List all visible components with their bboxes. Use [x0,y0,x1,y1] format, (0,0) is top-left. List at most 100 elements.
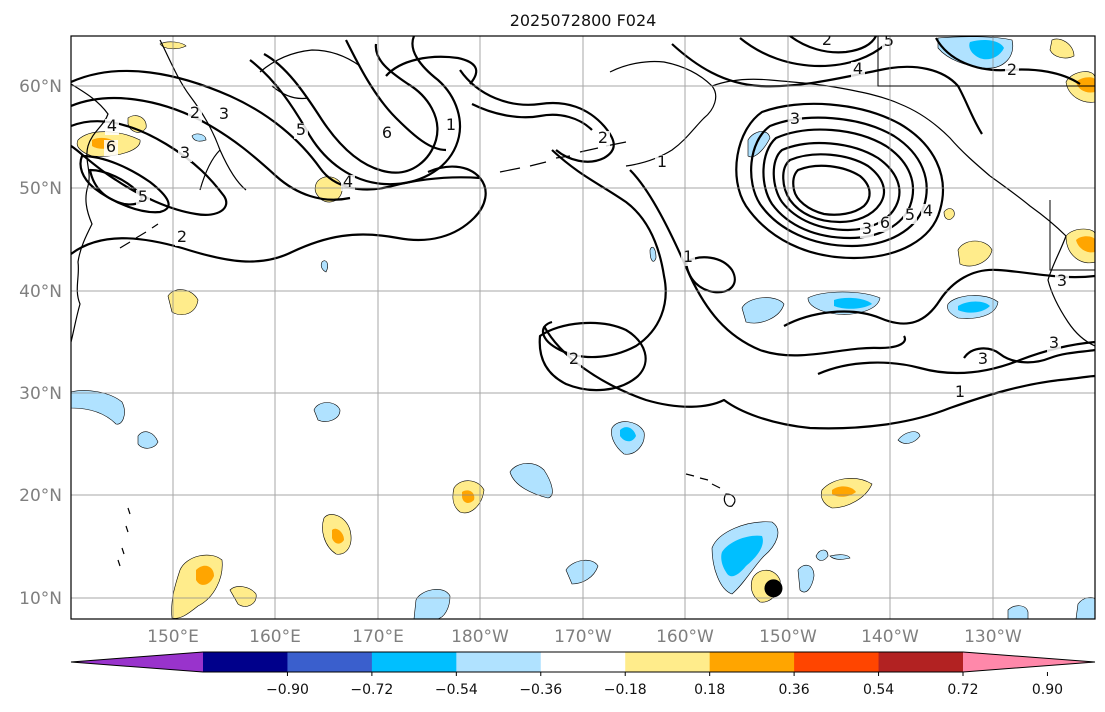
contour-label: 5 [138,187,148,206]
positive-patch [957,240,993,267]
mariana-islands [117,507,131,567]
lon-label: 170°W [554,627,612,647]
contour-label-bg [188,106,202,122]
negative-patch [1007,605,1029,619]
contour-label-bg [976,352,990,368]
contour-label-bg [567,352,581,368]
negative-patch [829,554,851,560]
positive-patch [943,208,955,220]
contour-label: 1 [683,247,693,266]
lat-label: 60°N [19,77,62,97]
contour-label-bg [1047,336,1061,352]
contour-label: 2 [177,227,187,246]
lon-label: 130°W [964,627,1022,647]
contour-label: 3 [862,219,872,238]
contour-label: 6 [880,213,890,232]
contour-label: 3 [790,109,800,128]
colorbar-tick-label: 0.72 [947,682,978,698]
positive-patch-core [1076,236,1095,253]
lat-label: 50°N [19,179,62,199]
contour-label-bg [788,112,802,128]
contour-western-ring-4 [79,154,170,214]
contour-two-east [783,268,1095,327]
coastlines [71,39,1095,567]
colorbar-segment [878,652,964,672]
kuril-islands [119,223,159,249]
colorbar-tick-label: 0.54 [863,682,894,698]
figure-title: 2025072800 F024 [510,11,657,30]
hawaii-islands [685,473,736,507]
colorbar-tick-label: −0.18 [604,682,647,698]
contour-label-bg [136,190,150,206]
lon-label: 170°E [352,627,404,647]
negative-patch [741,297,785,324]
lon-label: 160°W [656,627,714,647]
contour-label: 5 [905,205,915,224]
contour-central-ridge [459,69,615,163]
negative-patch-core [969,40,1004,60]
contour-western-ring-2 [71,96,351,201]
colorbar-extend-high [963,652,1095,672]
contour-label: 3 [978,349,988,368]
contour-label: 4 [343,172,353,191]
location-marker [764,579,783,598]
lon-label: 140°W [861,627,919,647]
positive-patch-core [462,490,475,503]
contour-one-southern [543,325,1095,430]
lon-label: 160°E [249,627,301,647]
contour-label: 4 [853,59,863,78]
contour-label-bg [380,126,394,142]
contour-label: 1 [955,382,965,401]
contour-label: 1 [446,115,456,134]
contour-label-bg [175,230,189,246]
negative-patch [649,246,657,262]
contour-label-bg [655,155,669,171]
negative-patch [565,559,599,585]
contour-low-ring-2 [750,116,928,248]
us-west-coastline [1047,235,1095,347]
negative-patch [797,564,815,593]
contour-label-bg [178,146,192,162]
positive-patch-core [1076,77,1095,93]
lat-label: 30°N [19,384,62,404]
colorbar-outline [70,651,1096,673]
contour-label: 3 [1057,271,1067,290]
lon-label: 150°E [147,627,199,647]
contour-label-bg [596,131,610,147]
negative-patch-core [721,535,763,577]
contour-label: 3 [180,143,190,162]
colorbar-segment [794,652,880,672]
colorbar-segment [456,652,542,672]
contour-one-band [629,169,907,357]
contour-label: 3 [1049,333,1059,352]
bc-coastline [989,175,1067,237]
colorbar: −0.90 −0.72 −0.54 −0.36 −0.18 0.18 0.36 0.54 0.7… [70,651,1096,698]
contour-label-bg [444,118,458,134]
asia-coastline [71,83,109,343]
negative-patch [191,133,207,142]
contour-low-ring-1 [735,102,945,260]
negative-patch [320,260,328,273]
positive-patch-core [332,528,344,544]
colorbar-segment [371,652,457,672]
negative-patch [897,431,921,444]
contour-two-big [542,149,667,359]
contour-label: 2 [569,349,579,368]
colorbar-tick-label: 0.18 [694,682,725,698]
negative-patch-core [958,301,990,313]
positive-patch [167,289,199,315]
lat-label: 40°N [19,282,62,302]
longitude-labels: 150°E 160°E 170°E 180°W 170°W 160°W 150°… [147,627,1022,647]
colorbar-tick-label: −0.90 [266,682,309,698]
colorbar-tick-label: −0.36 [519,682,562,698]
negative-patch [509,463,553,499]
contour-label-bg [820,36,834,49]
contour-central-wave-3 [345,39,447,152]
contour-label-bg [105,119,119,135]
negative-patch [815,549,829,561]
positive-patch-core [196,565,214,585]
contour-western-ring-3 [71,120,228,216]
negative-patch-core [834,297,872,309]
